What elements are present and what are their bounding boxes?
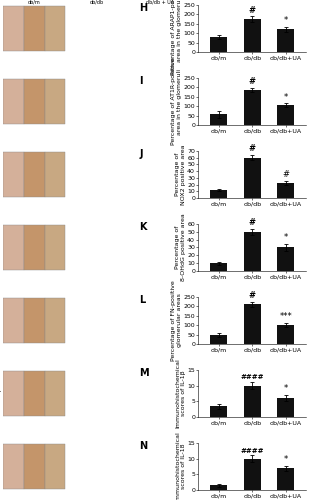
Bar (244, 304, 260, 344)
Text: *: * (284, 234, 288, 242)
Text: K: K (139, 222, 147, 232)
Text: AT1R: AT1R (0, 94, 1, 108)
Text: db/db: db/db (90, 0, 104, 4)
Bar (45, 298, 66, 343)
Bar (244, 386, 260, 417)
Text: *: * (284, 454, 288, 464)
Bar (277, 248, 294, 271)
Bar (3, 152, 24, 197)
Text: ####: #### (240, 448, 264, 454)
Bar (24, 371, 44, 416)
Text: *: * (284, 384, 288, 394)
Bar (45, 6, 66, 51)
Text: *: * (284, 16, 288, 26)
Text: M: M (139, 368, 149, 378)
Text: FN: FN (0, 317, 1, 324)
Bar (24, 298, 44, 343)
Bar (244, 19, 260, 52)
Text: #: # (282, 170, 289, 179)
Bar (210, 114, 227, 125)
Text: L: L (139, 294, 146, 304)
Text: #: # (249, 6, 256, 15)
Text: #: # (249, 77, 256, 86)
Bar (210, 190, 227, 198)
Bar (277, 468, 294, 490)
Text: I: I (139, 76, 143, 86)
Y-axis label: Immunohistochemical
scores of IL-18: Immunohistochemical scores of IL-18 (175, 432, 186, 500)
Bar (244, 90, 260, 125)
Text: J: J (139, 148, 143, 158)
Y-axis label: Percentage of FN-positive
glomerular areas: Percentage of FN-positive glomerular are… (171, 280, 182, 361)
Bar (45, 444, 66, 489)
Text: H: H (139, 2, 147, 12)
Y-axis label: Percentage of
NOX2 positive area: Percentage of NOX2 positive area (175, 144, 186, 205)
Bar (3, 371, 24, 416)
Bar (24, 79, 44, 124)
Bar (24, 152, 44, 197)
Text: N: N (139, 440, 147, 450)
Y-axis label: Percentage of AT1R-positive
area in the glomeruli: Percentage of AT1R-positive area in the … (171, 58, 182, 146)
Bar (277, 30, 294, 52)
Bar (210, 263, 227, 271)
Text: IL-1β: IL-1β (0, 386, 1, 400)
Text: NOX2: NOX2 (0, 167, 1, 182)
Bar (210, 37, 227, 52)
Bar (45, 225, 66, 270)
Bar (45, 371, 66, 416)
Text: ***: *** (279, 312, 292, 321)
Bar (210, 406, 227, 417)
Bar (277, 325, 294, 344)
Bar (3, 444, 24, 489)
Text: db/db + UA: db/db + UA (146, 0, 174, 4)
Y-axis label: Percentage of
8-OHdG positive area: Percentage of 8-OHdG positive area (175, 214, 186, 282)
Text: #: # (249, 291, 256, 300)
Bar (45, 152, 66, 197)
Bar (277, 398, 294, 417)
Bar (3, 79, 24, 124)
Text: db/m: db/m (28, 0, 41, 4)
Bar (24, 444, 44, 489)
Text: #: # (249, 144, 256, 153)
Bar (24, 225, 44, 270)
Bar (45, 79, 66, 124)
Y-axis label: Percentage of ARAP1-positive
area in the glomeruli: Percentage of ARAP1-positive area in the… (171, 0, 182, 74)
Bar (3, 225, 24, 270)
Bar (244, 458, 260, 490)
Bar (3, 6, 24, 51)
Text: 8-OHdG: 8-OHdG (0, 236, 1, 258)
Bar (244, 232, 260, 271)
Y-axis label: Immunohistochemical
scores of IL-1β: Immunohistochemical scores of IL-1β (175, 358, 186, 428)
Bar (210, 486, 227, 490)
Text: IL-18: IL-18 (0, 460, 1, 473)
Text: ARAP1: ARAP1 (0, 20, 1, 38)
Text: ####: #### (240, 374, 264, 380)
Bar (277, 106, 294, 125)
Text: *: * (284, 92, 288, 102)
Bar (277, 184, 294, 198)
Bar (210, 335, 227, 344)
Bar (24, 6, 44, 51)
Bar (244, 158, 260, 198)
Bar (3, 298, 24, 343)
Text: #: # (249, 218, 256, 227)
